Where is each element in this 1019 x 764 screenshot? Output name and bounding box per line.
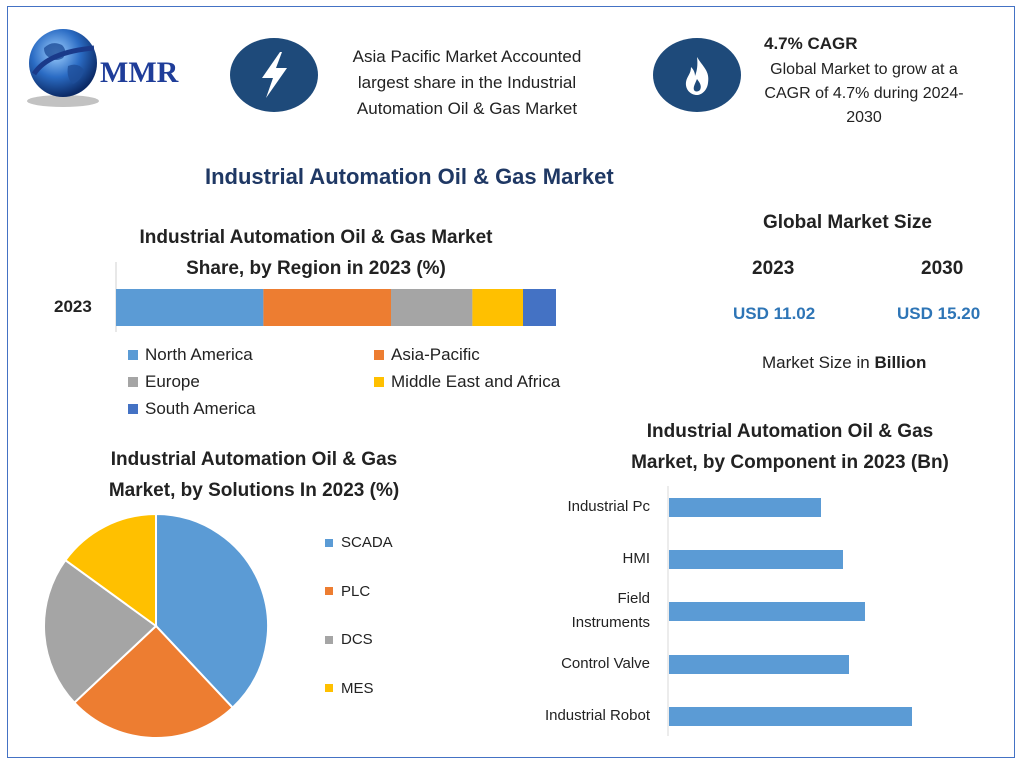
component-bar-hmi [669,550,843,569]
lightning-icon [262,52,287,98]
market-value-2023: USD 11.02 [733,304,816,323]
component-chart-title-line2: Market, by Component in 2023 (Bn) [631,452,949,473]
component-label-line: Instruments [571,614,650,631]
legend-swatch [128,404,138,414]
component-label-line: Control Valve [561,655,650,672]
region-chart-title: Industrial Automation Oil & Gas Market S… [96,222,536,284]
legend-swatch [128,350,138,360]
legend-swatch [325,684,333,692]
pie-slice-dcs [43,558,158,705]
legend-label: PLC [341,582,371,600]
component-chart-title-line1: Industrial Automation Oil & Gas [646,421,934,442]
component-label-industrial-robot: Industrial Robot [500,704,650,728]
component-bar-control-valve [669,655,849,674]
legend-label: South America [145,399,256,418]
region-stacked-bar-chart [115,262,556,332]
legend-label: MES [341,679,374,697]
component-chart-title: Industrial Automation Oil & Gas Market, … [590,416,990,478]
component-label-control-valve: Control Valve [500,652,650,676]
component-label-field-instruments: Field Instruments [500,587,650,635]
component-bar-industrial-pc [669,498,821,517]
globe-logo-icon [27,29,99,107]
legend-swatch [325,538,333,547]
component-label-line: Field [617,590,650,607]
market-size-unit-note: Market Size in Billion [762,353,926,373]
solutions-chart-title-line1: Industrial Automation Oil & Gas [110,449,398,470]
legend-label: Europe [145,372,200,391]
flame-icon-badge [653,38,741,112]
legend-label: Middle East and Africa [391,372,561,391]
component-label-hmi: HMI [500,547,651,571]
solutions-pie-chart [43,512,269,739]
region-category-label: 2023 [54,297,92,316]
global-market-size-title: Global Market Size [763,212,932,233]
main-title: Industrial Automation Oil & Gas Market [205,164,614,189]
market-size-unit-prefix: Market Size in [762,353,875,372]
region-legend-item-north-america: North America [128,345,253,365]
legend-swatch [325,635,333,644]
logo-text: MMR [100,56,179,89]
pie-slice-scada [155,512,269,710]
component-bar-industrial-robot [669,707,912,726]
region-legend-item-europe: Europe [128,372,200,392]
component-bar-field-instruments [669,602,865,621]
region-legend-item-middle-east-and-africa: Middle East and Africa [374,372,560,392]
legend-label: Asia-Pacific [391,345,480,364]
region-chart-title-line2: Share, by Region in 2023 (%) [186,258,446,279]
region-bar-segment-europe [391,289,473,326]
component-label-line: Industrial Robot [544,707,650,724]
component-bar-chart [667,486,912,736]
lightning-icon-badge [230,38,318,112]
region-legend-item-south-america: South America [128,399,256,419]
flame-icon [685,57,709,95]
region-bar-segment-north-america [116,289,264,326]
pie-slice-plc [72,624,235,739]
solutions-legend-item-scada: SCADA [325,534,393,551]
legend-label: DCS [341,631,373,648]
legend-label: North America [145,345,253,364]
cagr-info-text: Global Market to grow at a CAGR of 4.7% … [764,61,964,126]
component-label-line: HMI [622,550,651,567]
market-year-2023: 2023 [752,258,795,279]
region-chart-title-line1: Industrial Automation Oil & Gas Market [139,227,493,248]
cagr-title: 4.7% CAGR [764,34,858,53]
asia-pacific-info-text: Asia Pacific Market Accounted largest sh… [352,47,582,118]
region-legend-item-asia-pacific: Asia-Pacific [374,345,480,365]
market-size-unit-bold: Billion [874,353,927,372]
region-bar-segment-middle-east-and-africa [472,289,523,326]
region-bar-segment-asia-pacific [263,289,391,326]
legend-swatch [325,587,333,595]
legend-swatch [128,377,138,387]
market-year-2030: 2030 [921,258,964,279]
solutions-legend-item-dcs: DCS [325,631,373,648]
region-bar-segment-south-america [523,289,556,326]
solutions-legend-item-mes: MES [325,680,374,697]
component-label-line: Industrial Pc [567,498,650,515]
legend-label: SCADA [341,534,393,551]
component-label-industrial-pc: Industrial Pc [500,495,650,519]
solutions-chart-title: Industrial Automation Oil & Gas Market, … [64,444,444,506]
solutions-chart-title-line2: Market, by Solutions In 2023 (%) [108,480,400,501]
legend-swatch [374,350,384,360]
market-value-2030: USD 15.20 [897,304,981,323]
legend-swatch [374,377,384,387]
pie-slice-mes [63,512,157,628]
solutions-legend-item-plc: PLC [325,583,370,600]
